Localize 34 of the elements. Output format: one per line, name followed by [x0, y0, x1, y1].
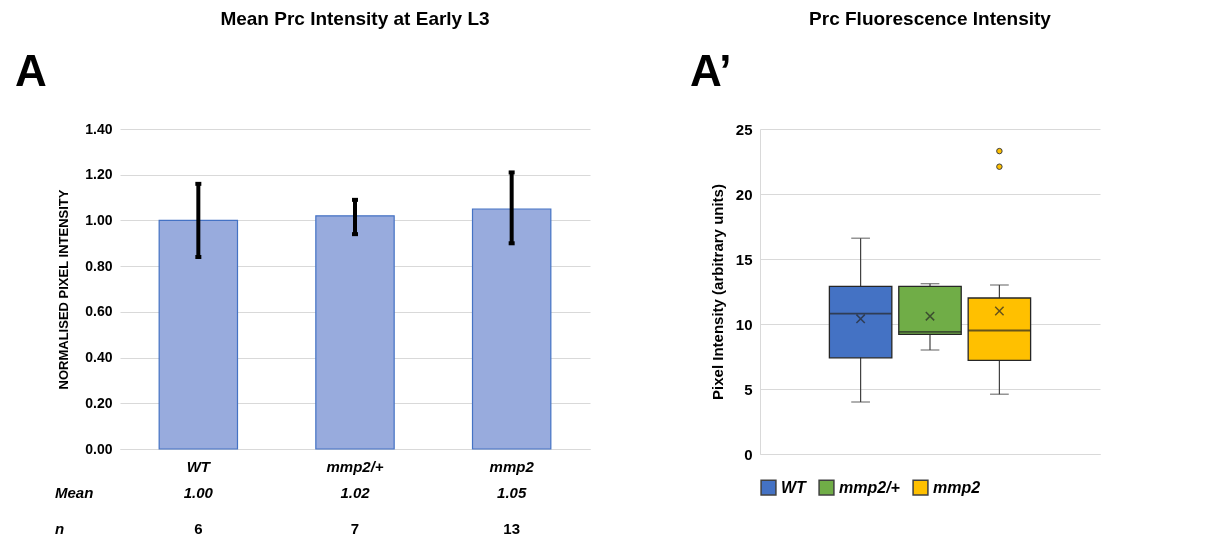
- y-tick-label: 20: [735, 185, 753, 203]
- text: A: [15, 46, 47, 95]
- y-tick-label: 25: [735, 120, 753, 138]
- legend-label: WT: [781, 478, 808, 496]
- text: 7: [350, 520, 360, 537]
- x-tick-label: mmp2/+: [326, 457, 384, 475]
- legend-label: mmp2/+: [839, 478, 900, 496]
- text: Mean: [55, 484, 94, 501]
- legend-label: mmp2: [933, 478, 981, 496]
- y-tick-label: 0.20: [85, 394, 113, 411]
- chart-title: Mean Prc Intensity at Early L3: [220, 8, 490, 29]
- y-axis-title: NORMALISED PIXEL INTENSITY: [56, 189, 72, 390]
- y-tick-label: 10: [735, 315, 753, 333]
- y-tick-label: 0.40: [85, 349, 113, 366]
- data-label: 1.02: [340, 484, 371, 501]
- y-tick-label: 5: [744, 380, 753, 398]
- y-tick-label: 1.40: [85, 120, 113, 137]
- text: n: [55, 520, 65, 537]
- y-tick-label: 1.00: [85, 211, 113, 228]
- text: 6: [194, 520, 203, 537]
- data-label: 1.00: [183, 484, 214, 501]
- y-tick-label: 1.20: [85, 166, 113, 183]
- text: A’: [690, 46, 732, 95]
- y-tick-label: 0.60: [85, 303, 113, 320]
- y-tick-label: 0.00: [85, 440, 113, 457]
- text: 13: [503, 520, 521, 537]
- chart-title: Prc Fluorescence Intensity: [809, 8, 1052, 29]
- x-tick-label: mmp2: [489, 457, 535, 475]
- y-tick-label: 15: [735, 250, 753, 268]
- y-tick-label: 0: [744, 445, 753, 463]
- x-tick-label: WT: [186, 457, 212, 475]
- data-label: 1.05: [497, 484, 527, 501]
- y-tick-label: 0.80: [85, 257, 113, 274]
- y-axis-title: Pixel Intensity (arbitrary units): [708, 184, 726, 400]
